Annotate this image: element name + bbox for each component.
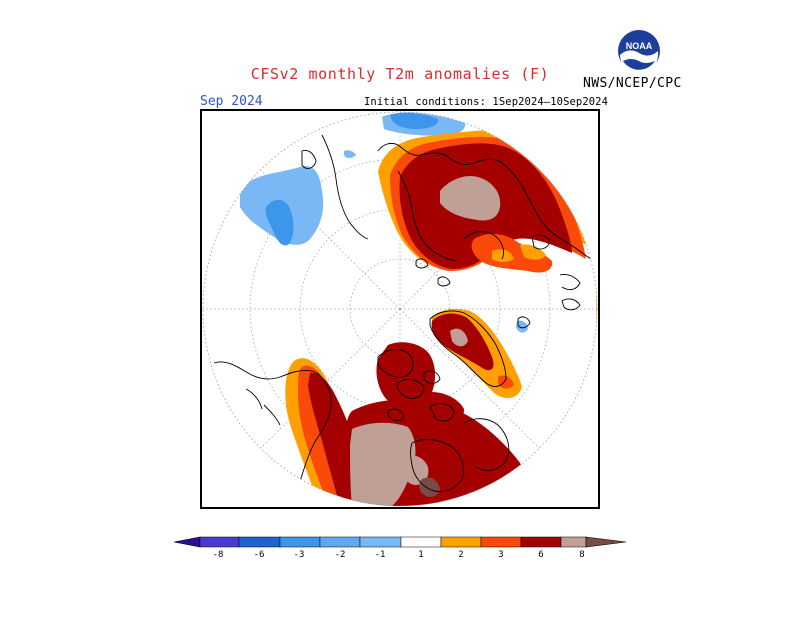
colorbar-bin [520,536,562,548]
colorbar-tick: -3 [294,550,305,560]
warm-anomaly-greenland [431,309,522,399]
colorbar-bin [238,536,281,548]
colorbar-legend: -8 -6 -3 -2 -1 1 2 3 6 8 [173,533,627,563]
colorbar-bin [279,536,321,548]
colorbar-tick: -1 [375,550,386,560]
colorbar-bin [560,536,587,548]
map-title: CFSv2 monthly T2m anomalies (F) [250,65,550,83]
colorbar-bin [440,536,482,548]
warm-anomaly-north-america [285,358,532,506]
colorbar-bin [199,536,240,548]
colorbar-tick: 1 [418,550,423,560]
noaa-logo: NOAA [617,29,661,74]
svg-text:NOAA: NOAA [626,41,653,51]
colorbar-bin [400,536,442,548]
colorbar-tick: 6 [538,550,543,560]
colorbar-arrow-high [585,536,627,548]
colorbar-tick: 2 [458,550,463,560]
colorbar-bin [480,536,522,548]
polar-anomaly-map [200,109,600,509]
colorbar-tick: 8 [579,550,584,560]
colorbar-tick: -2 [335,550,346,560]
month-label: Sep 2024 [200,94,263,109]
coastlines [213,134,597,506]
colorbar-tick: -8 [213,550,224,560]
colorbar-tick: -6 [254,550,265,560]
cold-anomaly-regions [240,112,528,333]
colorbar-bin [359,536,402,548]
colorbar-bin [319,536,361,548]
initial-conditions-label: Initial conditions: 1Sep2024–10Sep2024 [364,96,609,108]
agency-label: NWS/NCEP/CPC [583,76,682,91]
warm-anomaly-eurasia [378,130,597,506]
colorbar-arrow-low [173,536,201,548]
colorbar-tick: 3 [498,550,503,560]
